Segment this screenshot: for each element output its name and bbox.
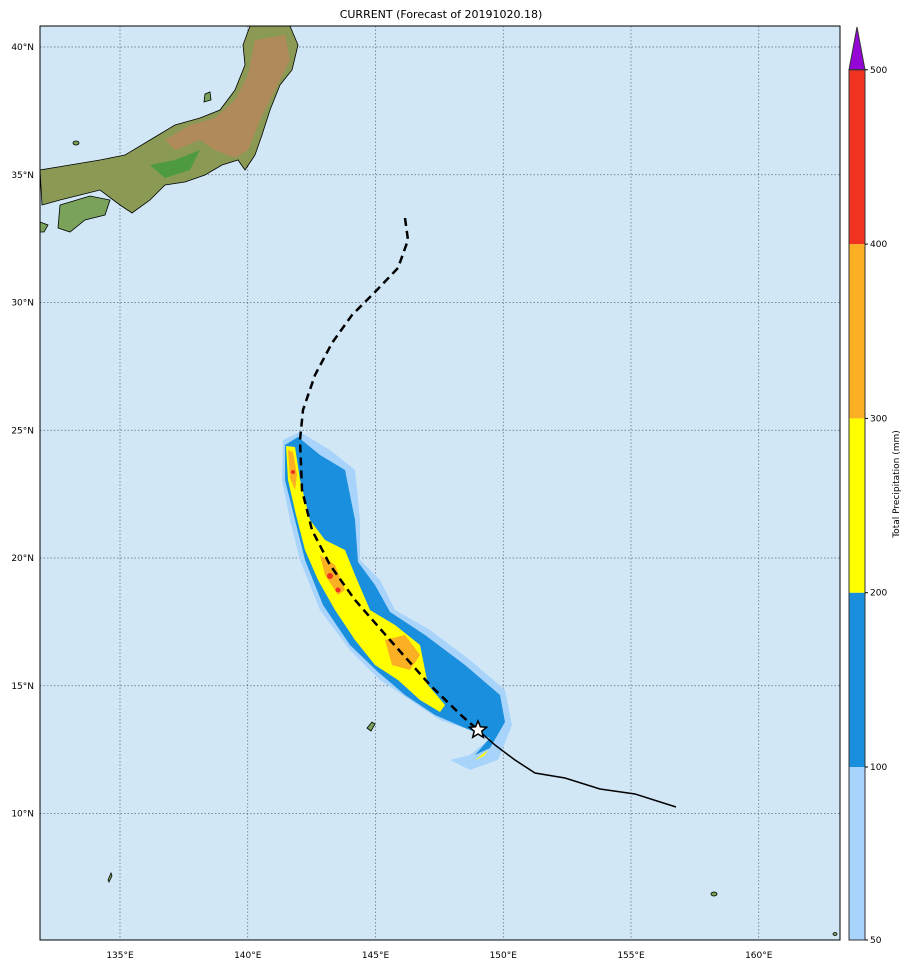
star-icon: [467, 719, 489, 739]
lon-tick-label: 145°E: [362, 951, 390, 961]
lat-tick-label: 40°N: [11, 43, 34, 53]
map-title: CURRENT (Forecast of 20191020.18): [339, 8, 543, 21]
lon-tick-label: 150°E: [490, 951, 518, 961]
lat-tick-label: 10°N: [11, 810, 34, 820]
colorbar-segment: [849, 418, 865, 593]
colorbar-tick-label: 300: [870, 414, 887, 424]
lat-tick-label: 30°N: [11, 299, 34, 309]
colorbar-segment: [849, 767, 865, 940]
lat-tick-label: 25°N: [11, 426, 34, 436]
colorbar-segment: [849, 69, 865, 245]
colorbar: 50 100 200 300 400 500: [848, 26, 887, 946]
lon-tick-label: 155°E: [617, 951, 645, 961]
lat-tick-label: 20°N: [11, 554, 34, 564]
japan-landmass: [39, 25, 299, 233]
colorbar-tick-label: 50: [870, 936, 882, 946]
colorbar-tick-label: 500: [870, 66, 887, 76]
colorbar-frame: [848, 69, 866, 941]
storm-track: [298, 217, 677, 808]
colorbar-label: Total Precipitation (mm): [892, 430, 902, 538]
lon-tick-label: 160°E: [745, 951, 773, 961]
lon-tick-label: 140°E: [234, 951, 262, 961]
colorbar-tick-label: 100: [870, 763, 887, 773]
colorbar-tick-label: 200: [870, 589, 887, 599]
lat-tick-label: 35°N: [11, 171, 34, 181]
lon-tick-label: 135°E: [106, 951, 134, 961]
colorbar-segment: [849, 592, 865, 767]
colorbar-extend-arrow: [848, 26, 866, 71]
colorbar-segment: [849, 244, 865, 419]
lat-tick-label: 15°N: [11, 682, 34, 692]
track-past-line: [477, 729, 677, 808]
colorbar-tick-label: 400: [870, 240, 887, 250]
small-islands: [107, 721, 838, 936]
map-frame: [39, 25, 841, 941]
